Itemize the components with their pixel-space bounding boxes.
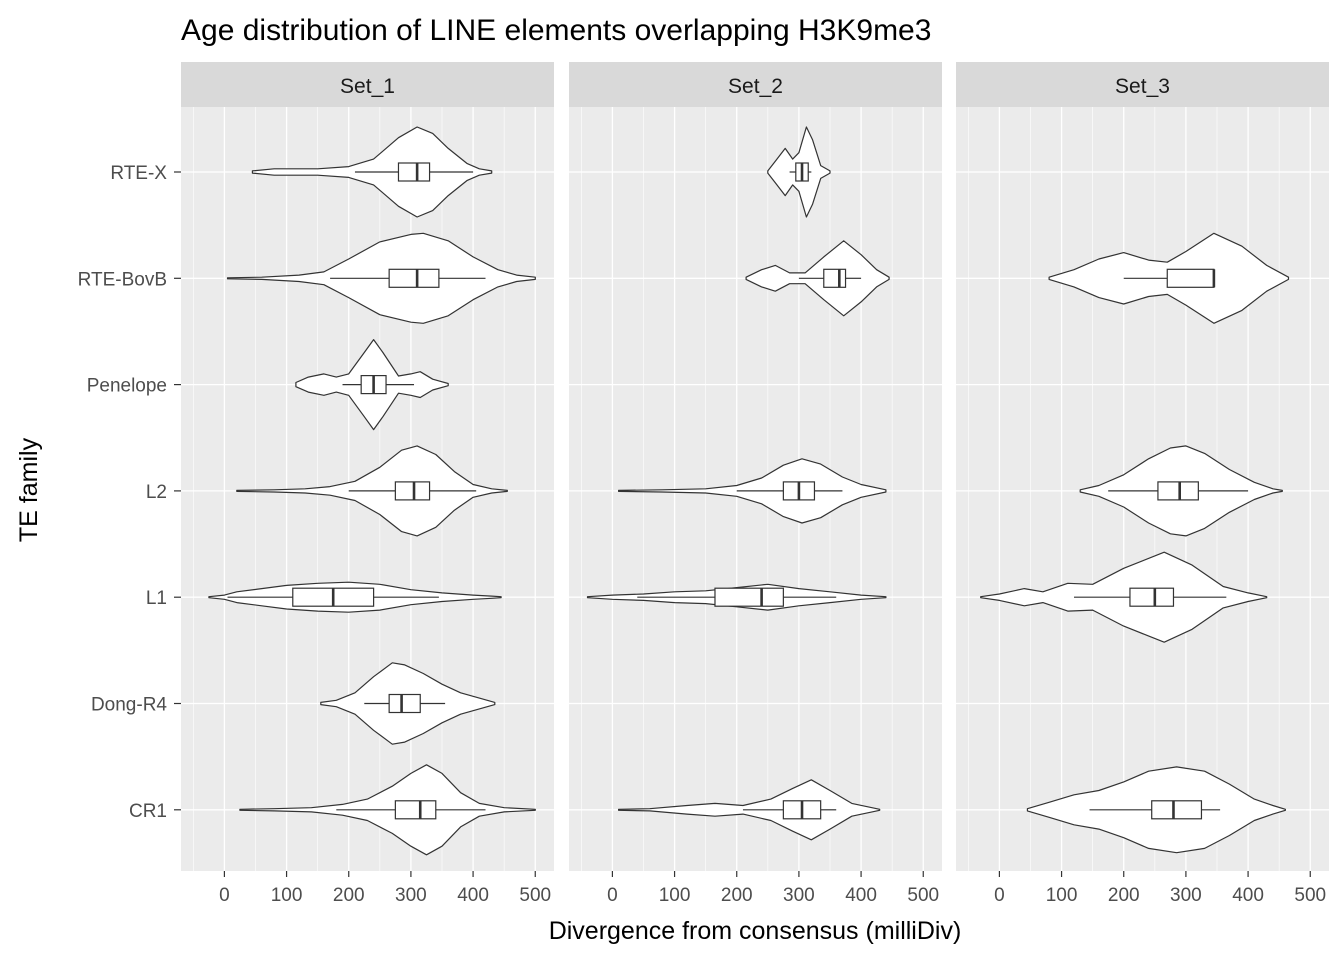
x-tick-label: 500 (519, 885, 551, 906)
box-iqr (1151, 800, 1203, 820)
facet-panel-set-1: Set_1 0 100 200 300 400 500 (181, 62, 554, 906)
box-iqr (394, 800, 437, 820)
x-tick-label: 100 (1046, 885, 1078, 906)
x-tick-label: 300 (1170, 885, 1202, 906)
x-tick-label: 200 (333, 885, 365, 906)
x-axis-label: Divergence from consensus (milliDiv) (549, 917, 962, 945)
y-tick-label: Penelope (87, 376, 167, 397)
facet-strip-label: Set_3 (1115, 75, 1170, 98)
y-tick-label: L2 (146, 482, 167, 503)
facet-panels: Set_1 0 100 200 300 400 500 Set_2 0 100 200 300 400 5… (181, 62, 1329, 906)
facet-strip-label: Set_1 (340, 75, 395, 98)
box-iqr (394, 481, 431, 501)
box-iqr (388, 268, 440, 288)
x-tick-label: 100 (659, 885, 691, 906)
x-tick-label: 0 (219, 885, 230, 906)
y-tick-label: RTE-BovB (78, 269, 167, 290)
box-iqr (1129, 587, 1175, 607)
y-axis-label: TE family (15, 437, 43, 542)
facet-strip (569, 62, 942, 107)
facet-strip (956, 62, 1329, 107)
x-tick-label: 100 (271, 885, 303, 906)
x-tick-label: 400 (845, 885, 877, 906)
box-iqr (714, 587, 784, 607)
y-tick-label: CR1 (129, 801, 167, 822)
x-tick-label: 200 (1108, 885, 1140, 906)
y-axis: CR1 Dong-R4 L1 L2 Penelope RTE-BovB RTE-X (78, 163, 181, 822)
x-tick-label: 0 (994, 885, 1005, 906)
y-tick-label: Dong-R4 (91, 695, 167, 716)
box-iqr (1157, 481, 1199, 501)
y-tick-label: L1 (146, 588, 167, 609)
chart-title: Age distribution of LINE elements overla… (181, 14, 931, 47)
x-tick-label: 200 (721, 885, 753, 906)
x-tick-label: 500 (1294, 885, 1326, 906)
box-iqr (397, 162, 431, 182)
facet-panel-set-3: Set_3 0 100 200 300 400 500 (956, 62, 1329, 906)
facet-strip (181, 62, 554, 107)
y-tick-label: RTE-X (110, 163, 167, 184)
x-tick-label: 300 (395, 885, 427, 906)
x-tick-label: 0 (607, 885, 618, 906)
facet-panel-set-2: Set_2 0 100 200 300 400 500 (569, 62, 942, 906)
box-iqr (1166, 268, 1215, 288)
facet-strip-label: Set_2 (728, 75, 783, 98)
box-iqr (823, 268, 847, 288)
x-tick-label: 400 (1232, 885, 1264, 906)
x-tick-label: 500 (907, 885, 939, 906)
x-tick-label: 300 (783, 885, 815, 906)
box-iqr (388, 693, 421, 714)
x-tick-label: 400 (457, 885, 489, 906)
